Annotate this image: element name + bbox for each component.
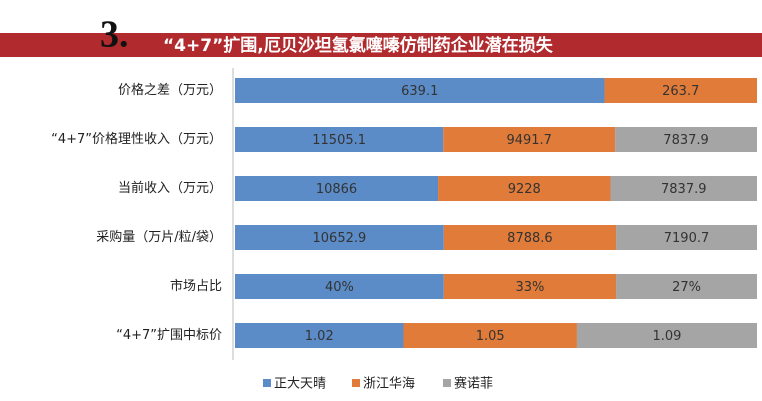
data-label: 11505.1 [312, 133, 366, 148]
data-label: 9228 [508, 182, 541, 197]
bar-segment [616, 274, 757, 299]
bar-segment [443, 274, 617, 299]
bar-segment [235, 127, 444, 152]
title-banner [0, 33, 762, 57]
legend-swatch [263, 379, 271, 387]
data-label: 7190.7 [664, 231, 710, 246]
bar-segment [616, 225, 757, 250]
data-label: 8788.6 [507, 231, 553, 246]
legend-swatch [443, 379, 451, 387]
data-label: 40% [325, 280, 354, 295]
category-label: “4+7”扩围中标价 [116, 328, 222, 343]
data-label: 1.09 [652, 329, 681, 344]
data-label: 639.1 [401, 84, 438, 99]
bar-segment [235, 274, 444, 299]
data-label: 33% [515, 280, 544, 295]
category-label: 采购量（万片/粒/袋） [96, 229, 222, 245]
bar-segment [443, 225, 617, 250]
legend-label: 赛诺菲 [454, 376, 493, 392]
category-label: 当前收入（万元） [118, 180, 222, 196]
data-label: 27% [672, 280, 701, 295]
bar-segment [610, 176, 757, 201]
data-label: 7837.9 [661, 182, 707, 197]
bar-segment [604, 78, 757, 103]
legend-swatch [352, 379, 360, 387]
data-label: 9491.7 [506, 133, 552, 148]
bar-segment [615, 127, 757, 152]
legend-label: 正大天晴 [274, 377, 326, 392]
bar-segment [403, 323, 577, 348]
data-label: 7837.9 [663, 133, 709, 148]
data-label: 10652.9 [313, 231, 367, 246]
data-label: 263.7 [662, 84, 699, 99]
bar-segment [443, 127, 616, 152]
bar-segment [235, 78, 605, 103]
legend-label: 浙江华海 [363, 377, 415, 392]
data-label: 1.02 [305, 329, 334, 344]
category-label: “4+7”价格理性收入（万元） [51, 131, 222, 147]
bar-segment [438, 176, 611, 201]
section-number: 3. [100, 14, 129, 56]
bar-segment [235, 323, 404, 348]
bar-segment [576, 323, 757, 348]
category-label: 市场占比 [170, 278, 222, 294]
bar-segment [235, 176, 439, 201]
category-label: 价格之差（万元） [118, 82, 222, 98]
bar-segment [235, 225, 444, 250]
data-label: 10866 [316, 182, 357, 197]
data-label: 1.05 [476, 329, 505, 344]
chart-title: “4+7”扩围,厄贝沙坦氢氯噻嗪仿制药企业潜在损失 [163, 35, 554, 56]
